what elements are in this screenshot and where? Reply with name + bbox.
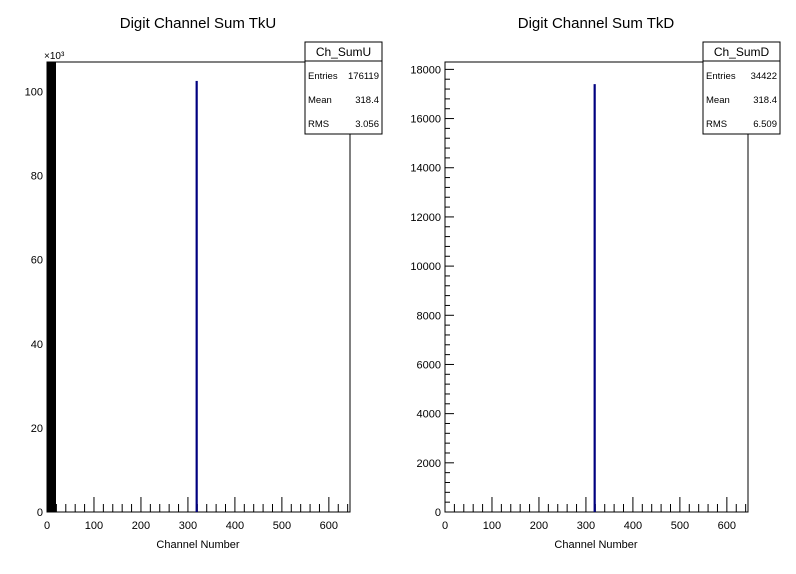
x-tick-label: 200 xyxy=(132,520,150,532)
chart-title: Digit Channel Sum TkU xyxy=(120,15,276,32)
x-tick-label: 300 xyxy=(179,520,197,532)
x-tick-label: 0 xyxy=(44,520,50,532)
x-tick-label: 100 xyxy=(85,520,103,532)
pad-tku: Digit Channel Sum TkU Channel Number ×10… xyxy=(25,15,382,551)
y-axis-multiplier: ×10³ xyxy=(44,51,65,62)
x-tick-label: 600 xyxy=(320,520,338,532)
x-axis-label: Channel Number xyxy=(156,539,239,551)
x-tick-label: 500 xyxy=(273,520,291,532)
x-tick-label: 400 xyxy=(226,520,244,532)
